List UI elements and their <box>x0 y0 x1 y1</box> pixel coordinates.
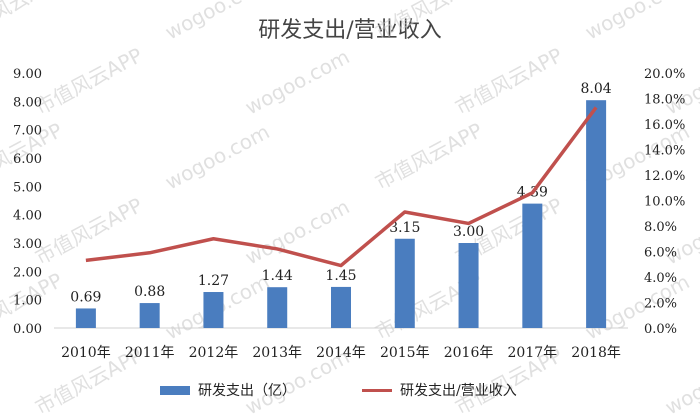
watermark-text: 市值风云APP <box>371 0 486 44</box>
bar-value-label: 3.15 <box>389 220 420 236</box>
bar <box>139 303 160 328</box>
bar <box>203 292 224 328</box>
watermark-text: wogoo.com <box>161 119 273 194</box>
y-right-tick-label: 2.0% <box>644 297 677 312</box>
y-right-tick-label: 16.0% <box>644 118 685 133</box>
x-tick-label: 2011年 <box>125 345 175 361</box>
legend-line-label: 研发支出/营业收入 <box>400 383 517 399</box>
y-right-tick-label: 6.0% <box>644 246 677 261</box>
watermark-text: 市值风云APP <box>0 0 66 44</box>
y-left-tick-label: 6.00 <box>13 152 42 167</box>
x-tick-label: 2012年 <box>189 345 239 361</box>
bar <box>586 100 607 328</box>
x-tick-label: 2013年 <box>252 345 302 361</box>
bar-value-label: 0.69 <box>70 289 101 305</box>
y-left-tick-label: 9.00 <box>13 67 42 82</box>
y-right-tick-label: 0.0% <box>644 322 677 337</box>
bar <box>458 243 479 328</box>
legend-bar-swatch <box>160 385 190 395</box>
watermark-text: 市值风云APP <box>31 193 146 270</box>
legend-line-swatch <box>362 388 392 392</box>
bar <box>267 287 288 328</box>
y-left-tick-label: 0.00 <box>13 322 42 337</box>
y-left-tick-label: 7.00 <box>13 124 42 139</box>
watermark-text: wogoo.com <box>161 0 273 44</box>
bar-value-label: 1.45 <box>325 268 356 284</box>
y-right-tick-label: 8.0% <box>644 220 677 235</box>
x-tick-label: 2010年 <box>61 345 111 361</box>
y-left-tick-label: 2.00 <box>13 265 42 280</box>
bar-value-label: 0.88 <box>134 284 165 300</box>
watermark-text: wogoo.com <box>241 194 353 269</box>
watermark-text: 市值风云APP <box>371 118 486 195</box>
y-left-tick-label: 5.00 <box>13 180 42 195</box>
y-right-tick-label: 4.0% <box>644 271 677 286</box>
bar-value-label: 8.04 <box>581 81 612 97</box>
watermark-text: wogoo.com <box>241 44 353 119</box>
y-left-tick-label: 4.00 <box>13 209 42 224</box>
ratio-line <box>85 106 598 268</box>
legend-bar-label: 研发支出（亿） <box>198 383 296 399</box>
y-right-tick-label: 18.0% <box>644 93 685 108</box>
bar <box>394 238 415 328</box>
watermark-text: 市值风云APP <box>451 43 566 120</box>
legend-item-line: 研发支出/营业收入 <box>362 380 517 400</box>
x-tick-label: 2015年 <box>380 345 430 361</box>
legend: 研发支出（亿） 研发支出/营业收入 <box>0 380 700 404</box>
y-right-tick-label: 10.0% <box>644 195 685 210</box>
x-tick-label: 2014年 <box>316 345 366 361</box>
x-tick-label: 2017年 <box>508 345 558 361</box>
x-tick-label: 2016年 <box>444 345 494 361</box>
watermark-text: 市值风云APP <box>31 43 146 120</box>
bar <box>522 203 543 328</box>
y-left-tick-label: 8.00 <box>13 95 42 110</box>
bar-value-label: 3.00 <box>453 224 484 240</box>
bar <box>75 308 96 328</box>
y-left-tick-label: 3.00 <box>13 237 42 252</box>
chart-title: 研发支出/营业收入 <box>258 18 442 43</box>
bar <box>331 286 351 328</box>
legend-item-bar: 研发支出（亿） <box>160 380 296 400</box>
bar-value-label: 1.44 <box>262 268 293 284</box>
watermark-text: wogoo.com <box>581 0 693 44</box>
y-right-tick-label: 14.0% <box>644 144 685 159</box>
bar-value-label: 1.27 <box>198 273 229 289</box>
y-right-tick-label: 12.0% <box>644 169 685 184</box>
y-left-tick-label: 1.00 <box>13 294 42 309</box>
x-tick-label: 2018年 <box>571 345 621 361</box>
y-right-tick-label: 20.0% <box>644 67 685 82</box>
